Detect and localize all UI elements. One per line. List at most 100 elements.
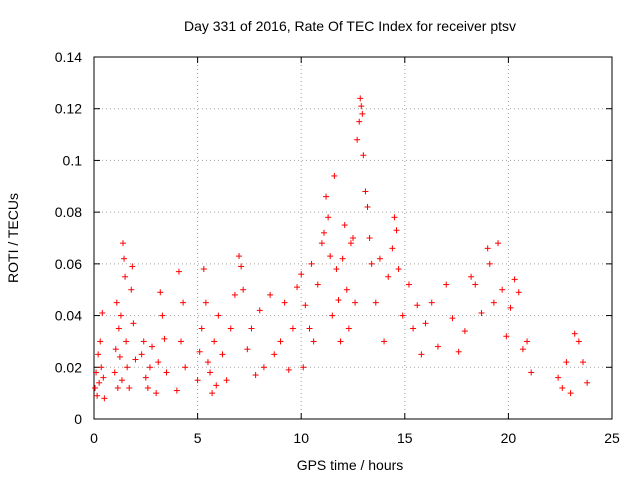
roti-point	[503, 333, 510, 340]
roti-point	[511, 276, 518, 283]
roti-point	[563, 359, 570, 366]
roti-point	[123, 338, 130, 345]
x-tick-label: 5	[194, 430, 202, 446]
roti-point	[256, 307, 263, 314]
roti-point	[366, 235, 373, 241]
roti-point	[472, 281, 479, 288]
roti-point	[146, 364, 153, 371]
roti-point	[507, 304, 514, 311]
y-tick-label: 0.14	[55, 49, 82, 65]
roti-point	[130, 320, 137, 327]
roti-point	[354, 136, 361, 143]
roti-point	[347, 240, 354, 247]
y-tick-label: 0.04	[55, 308, 82, 324]
roti-point	[308, 260, 315, 267]
roti-point	[333, 266, 340, 273]
y-tick-label: 0.1	[63, 152, 83, 168]
roti-point	[231, 291, 238, 298]
roti-point	[213, 382, 220, 389]
roti-point	[359, 110, 366, 117]
roti-point	[240, 286, 247, 293]
roti-point	[248, 325, 255, 332]
roti-point	[325, 214, 332, 221]
roti-point	[579, 359, 586, 366]
roti-point	[306, 325, 313, 332]
roti-point	[414, 302, 421, 309]
y-tick-label: 0	[74, 411, 82, 427]
roti-point	[519, 346, 526, 353]
y-tick-label: 0.06	[55, 256, 82, 272]
roti-point	[204, 359, 211, 366]
roti-point	[112, 346, 119, 353]
roti-point	[289, 325, 296, 332]
roti-point	[113, 299, 120, 306]
roti-point	[153, 390, 160, 397]
roti-point	[405, 281, 412, 288]
roti-point	[207, 369, 214, 376]
roti-point	[260, 364, 267, 371]
x-tick-label: 10	[293, 430, 309, 446]
roti-point	[314, 281, 321, 288]
data-points	[92, 95, 591, 402]
roti-point	[122, 273, 129, 280]
roti-point	[449, 315, 456, 322]
roti-point	[196, 348, 203, 355]
roti-point	[300, 364, 307, 371]
roti-point	[434, 343, 441, 350]
y-tick-label: 0.02	[55, 359, 82, 375]
roti-point	[499, 286, 506, 293]
roti-point	[236, 253, 243, 260]
roti-point	[555, 374, 562, 381]
roti-point	[271, 351, 278, 358]
roti-point	[96, 379, 103, 386]
roti-point	[182, 364, 189, 371]
roti-point	[180, 299, 187, 306]
roti-point	[155, 359, 162, 366]
roti-point	[277, 338, 284, 345]
roti-point	[422, 320, 429, 327]
roti-point	[223, 377, 230, 384]
roti-point	[350, 235, 356, 241]
roti-point	[468, 273, 475, 280]
roti-point	[320, 229, 327, 236]
roti-point	[393, 227, 400, 234]
roti-point	[302, 302, 309, 309]
roti-point	[128, 286, 135, 293]
x-tick-label: 25	[604, 430, 620, 446]
roti-point	[372, 299, 379, 306]
roti-point	[294, 284, 301, 291]
roti-point	[339, 255, 346, 262]
roti-point	[584, 379, 591, 386]
roti-point	[327, 253, 334, 260]
roti-point	[144, 384, 151, 391]
y-tick-label: 0.12	[55, 101, 82, 117]
roti-point	[149, 343, 156, 350]
roti-point	[101, 395, 108, 402]
roti-point	[115, 325, 122, 332]
roti-point	[418, 351, 425, 358]
roti-point	[352, 299, 359, 306]
roti-point	[267, 291, 274, 298]
roti-point	[335, 297, 342, 304]
roti-point	[341, 222, 348, 229]
roti-point	[368, 260, 375, 267]
roti-point	[358, 103, 365, 110]
roti-point	[337, 338, 344, 345]
roti-point	[97, 338, 104, 345]
roti-point	[486, 260, 493, 267]
y-axis-label: ROTI / TECUs	[5, 193, 21, 283]
roti-point	[140, 338, 147, 345]
roti-point	[99, 309, 106, 316]
roti-point	[575, 338, 582, 345]
roti-point	[362, 188, 369, 195]
roti-point	[571, 330, 578, 337]
roti-point	[117, 312, 124, 319]
roti-point	[95, 351, 102, 358]
roti-point	[345, 325, 352, 332]
roti-point	[194, 377, 201, 384]
roti-point	[381, 338, 388, 345]
roti-point	[111, 369, 118, 376]
roti-point	[285, 366, 292, 373]
roti-point	[118, 377, 125, 384]
